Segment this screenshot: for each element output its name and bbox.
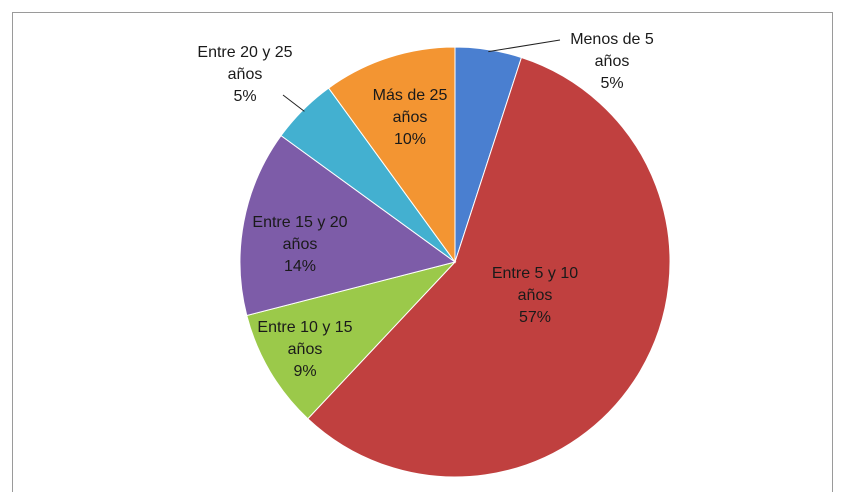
value-label: 9% [293, 363, 317, 380]
value-label: 5% [600, 75, 624, 92]
slice-label: Entre 15 y 20 años 14% [240, 212, 360, 278]
pie-slice [307, 56, 671, 478]
value-label: 10% [393, 131, 427, 148]
slice-label: Entre 5 y 10 años 57% [480, 263, 590, 329]
category-label: Entre 10 y 15 años [257, 319, 353, 358]
slice-label: Menos de 5 años 5% [557, 29, 667, 95]
category-label: Entre 20 y 25 años [197, 44, 293, 83]
slice-label: Entre 10 y 15 años 9% [255, 317, 355, 383]
value-label: 57% [518, 309, 552, 326]
slice-label: Entre 20 y 25 años 5% [180, 42, 310, 108]
value-label: 14% [283, 258, 317, 275]
leader-line [488, 39, 561, 53]
pie-slice [239, 134, 457, 317]
leader-line [282, 94, 305, 112]
pie-slice [246, 261, 457, 420]
pie-slice [327, 46, 456, 264]
category-label: Entre 15 y 20 años [252, 214, 348, 253]
value-label: 5% [233, 88, 257, 105]
category-label: Menos de 5 años [570, 31, 654, 70]
category-label: Más de 25 años [372, 87, 448, 126]
category-label: Entre 5 y 10 años [491, 265, 579, 304]
slice-label: Más de 25 años 10% [365, 85, 455, 151]
